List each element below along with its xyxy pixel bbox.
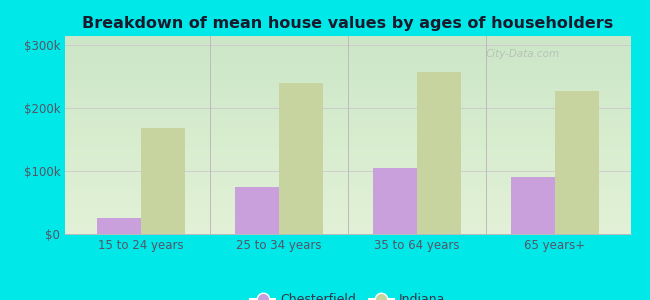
Bar xyxy=(372,168,417,234)
Bar xyxy=(235,187,279,234)
Bar xyxy=(554,91,599,234)
Bar xyxy=(141,128,185,234)
Bar xyxy=(97,218,141,234)
Bar xyxy=(279,83,323,234)
Title: Breakdown of mean house values by ages of householders: Breakdown of mean house values by ages o… xyxy=(82,16,614,31)
Bar xyxy=(417,72,461,234)
Legend: Chesterfield, Indiana: Chesterfield, Indiana xyxy=(246,288,450,300)
Bar xyxy=(510,177,554,234)
Text: City-Data.com: City-Data.com xyxy=(486,49,560,59)
